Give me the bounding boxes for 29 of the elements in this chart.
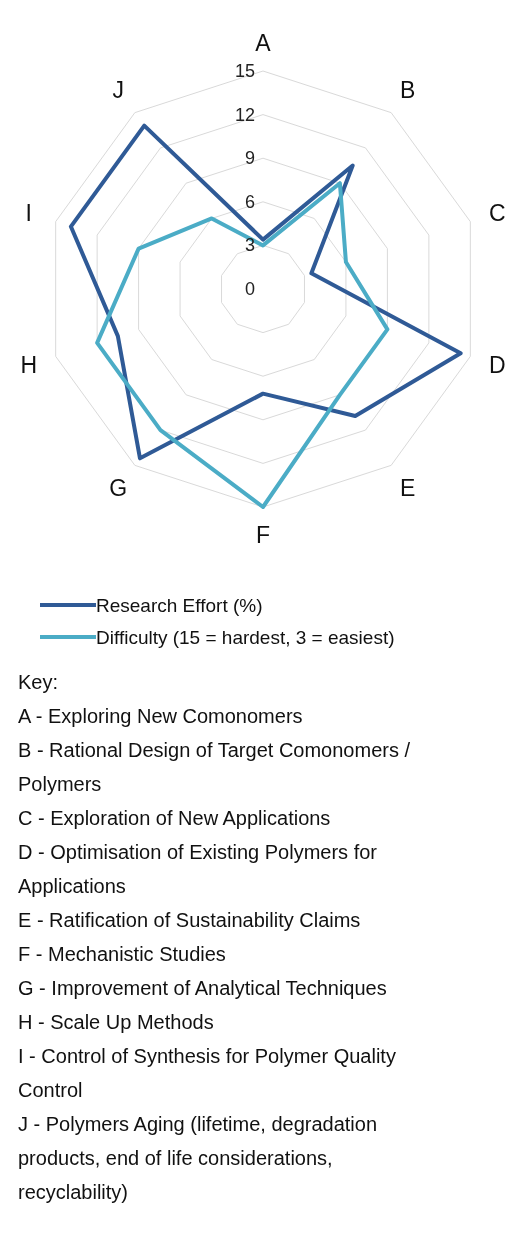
spoke-label: B xyxy=(400,76,416,103)
text: G - Improvement of Analytical Techniques xyxy=(18,977,387,999)
text: A - Exploring New Comonomers xyxy=(18,705,303,727)
spoke-label: J xyxy=(112,76,124,103)
text: D - Optimisation of Existing Polymers for Applications xyxy=(18,841,378,897)
text: I - Control of Synthesis for Polymer Quality Control xyxy=(18,1045,396,1101)
spoke-label: G xyxy=(109,475,128,502)
legend-label: Difficulty (15 = hardest, 3 = easiest) xyxy=(96,627,395,648)
text: Key: xyxy=(18,671,59,693)
text: C - Exploration of New Applications xyxy=(18,807,331,829)
y-tick-label: 0 xyxy=(244,279,255,299)
text: J - Polymers Aging (lifetime, degradation products, end of life considerations, recyclability) xyxy=(18,1113,378,1203)
y-tick-label: 15 xyxy=(234,61,255,81)
text: B - Rational Design of Target Comonomers / Polymers xyxy=(18,739,411,795)
spoke-label: H xyxy=(20,352,38,379)
y-tick-label: 6 xyxy=(244,191,255,212)
y-tick-label: 12 xyxy=(234,104,255,125)
y-tick-label: 9 xyxy=(244,148,255,169)
spoke-label: C xyxy=(488,199,506,226)
text: F - Mechanistic Studies xyxy=(18,943,226,965)
text: H - Scale Up Methods xyxy=(18,1011,214,1033)
spoke-label: I xyxy=(25,199,32,226)
spoke-label: A xyxy=(255,29,272,56)
y-tick-label: 3 xyxy=(244,235,255,256)
legend-label: Research Effort (%) xyxy=(96,595,263,616)
spoke-label: D xyxy=(488,352,506,379)
spoke-label: E xyxy=(400,475,416,502)
spoke-label: F xyxy=(255,522,271,549)
text: E - Ratification of Sustainability Claims xyxy=(18,909,361,931)
